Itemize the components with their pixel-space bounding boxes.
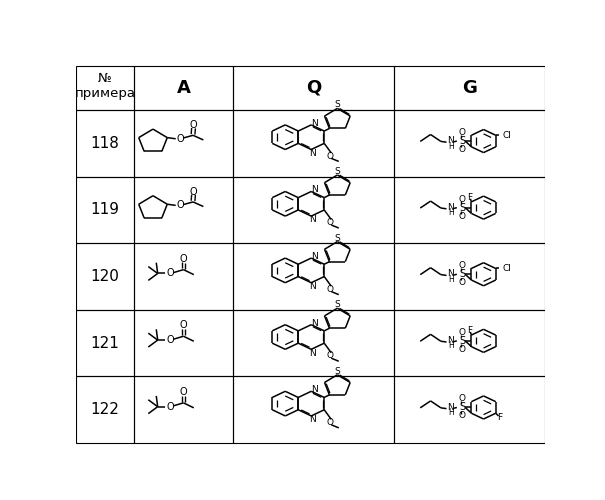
Bar bbox=[134, 244, 233, 310]
Bar bbox=[134, 110, 233, 176]
Text: N: N bbox=[312, 119, 318, 128]
Text: S: S bbox=[459, 336, 465, 346]
Bar bbox=[394, 244, 544, 310]
Text: O: O bbox=[166, 268, 174, 278]
Bar bbox=[233, 110, 394, 176]
Text: G: G bbox=[462, 79, 477, 97]
Text: N: N bbox=[447, 336, 454, 345]
Text: N: N bbox=[447, 270, 454, 278]
Bar bbox=[233, 176, 394, 244]
Text: O: O bbox=[326, 218, 333, 227]
Text: O: O bbox=[166, 402, 174, 411]
Text: S: S bbox=[335, 234, 340, 242]
Text: N: N bbox=[312, 186, 318, 194]
Text: №
примера: № примера bbox=[74, 72, 136, 100]
Bar bbox=[394, 176, 544, 244]
Text: H: H bbox=[448, 275, 454, 284]
Text: O: O bbox=[180, 320, 188, 330]
Bar bbox=[134, 310, 233, 376]
Text: O: O bbox=[326, 352, 333, 360]
Bar bbox=[233, 376, 394, 443]
Text: 119: 119 bbox=[90, 202, 119, 218]
Text: O: O bbox=[459, 394, 465, 404]
Text: N: N bbox=[309, 216, 316, 224]
Text: O: O bbox=[459, 194, 465, 203]
Text: N: N bbox=[309, 149, 316, 158]
Text: S: S bbox=[459, 270, 465, 280]
Text: O: O bbox=[459, 328, 465, 337]
Text: S: S bbox=[335, 367, 340, 376]
Text: Cl: Cl bbox=[502, 131, 511, 140]
Text: O: O bbox=[190, 120, 197, 130]
Text: O: O bbox=[459, 262, 465, 270]
Text: Cl: Cl bbox=[502, 264, 511, 273]
Bar bbox=[76, 110, 134, 176]
Bar bbox=[394, 376, 544, 443]
Text: F: F bbox=[497, 412, 502, 422]
Text: F: F bbox=[467, 326, 472, 335]
Text: H: H bbox=[448, 342, 454, 350]
Text: S: S bbox=[335, 100, 340, 110]
Text: O: O bbox=[326, 152, 333, 160]
Text: O: O bbox=[326, 418, 333, 427]
Text: 122: 122 bbox=[91, 402, 119, 417]
Text: O: O bbox=[180, 387, 188, 397]
Text: A: A bbox=[177, 79, 191, 97]
Bar bbox=[233, 66, 394, 110]
Text: S: S bbox=[459, 202, 465, 212]
Text: N: N bbox=[312, 318, 318, 328]
Text: N: N bbox=[447, 203, 454, 212]
Text: 121: 121 bbox=[91, 336, 119, 350]
Bar bbox=[76, 244, 134, 310]
Bar bbox=[394, 310, 544, 376]
Bar bbox=[134, 176, 233, 244]
Text: O: O bbox=[459, 278, 465, 287]
Text: N: N bbox=[312, 386, 318, 394]
Text: 120: 120 bbox=[91, 269, 119, 284]
Bar bbox=[76, 310, 134, 376]
Text: O: O bbox=[177, 200, 184, 210]
Text: H: H bbox=[448, 142, 454, 150]
Text: 118: 118 bbox=[91, 136, 119, 151]
Text: N: N bbox=[309, 416, 316, 424]
Text: O: O bbox=[180, 254, 188, 264]
Text: O: O bbox=[459, 345, 465, 354]
Text: O: O bbox=[459, 412, 465, 420]
Text: Q: Q bbox=[306, 79, 321, 97]
Text: H: H bbox=[448, 208, 454, 217]
Bar bbox=[76, 176, 134, 244]
Text: N: N bbox=[309, 282, 316, 291]
Bar bbox=[134, 376, 233, 443]
Bar bbox=[76, 66, 134, 110]
Text: N: N bbox=[309, 348, 316, 358]
Bar bbox=[394, 110, 544, 176]
Text: F: F bbox=[467, 193, 472, 202]
Bar bbox=[233, 244, 394, 310]
Text: S: S bbox=[459, 136, 465, 146]
Text: O: O bbox=[326, 285, 333, 294]
Text: S: S bbox=[459, 402, 465, 412]
Text: N: N bbox=[312, 252, 318, 261]
Text: O: O bbox=[177, 134, 184, 144]
Text: H: H bbox=[448, 408, 454, 417]
Text: S: S bbox=[335, 167, 340, 176]
Text: S: S bbox=[335, 300, 340, 309]
Text: O: O bbox=[166, 335, 174, 345]
Text: N: N bbox=[447, 402, 454, 411]
Text: O: O bbox=[190, 186, 197, 196]
Bar bbox=[76, 376, 134, 443]
Bar bbox=[134, 66, 233, 110]
Text: O: O bbox=[459, 145, 465, 154]
Text: N: N bbox=[447, 136, 454, 145]
Text: O: O bbox=[459, 212, 465, 220]
Text: O: O bbox=[459, 128, 465, 137]
Bar bbox=[394, 66, 544, 110]
Bar bbox=[233, 310, 394, 376]
